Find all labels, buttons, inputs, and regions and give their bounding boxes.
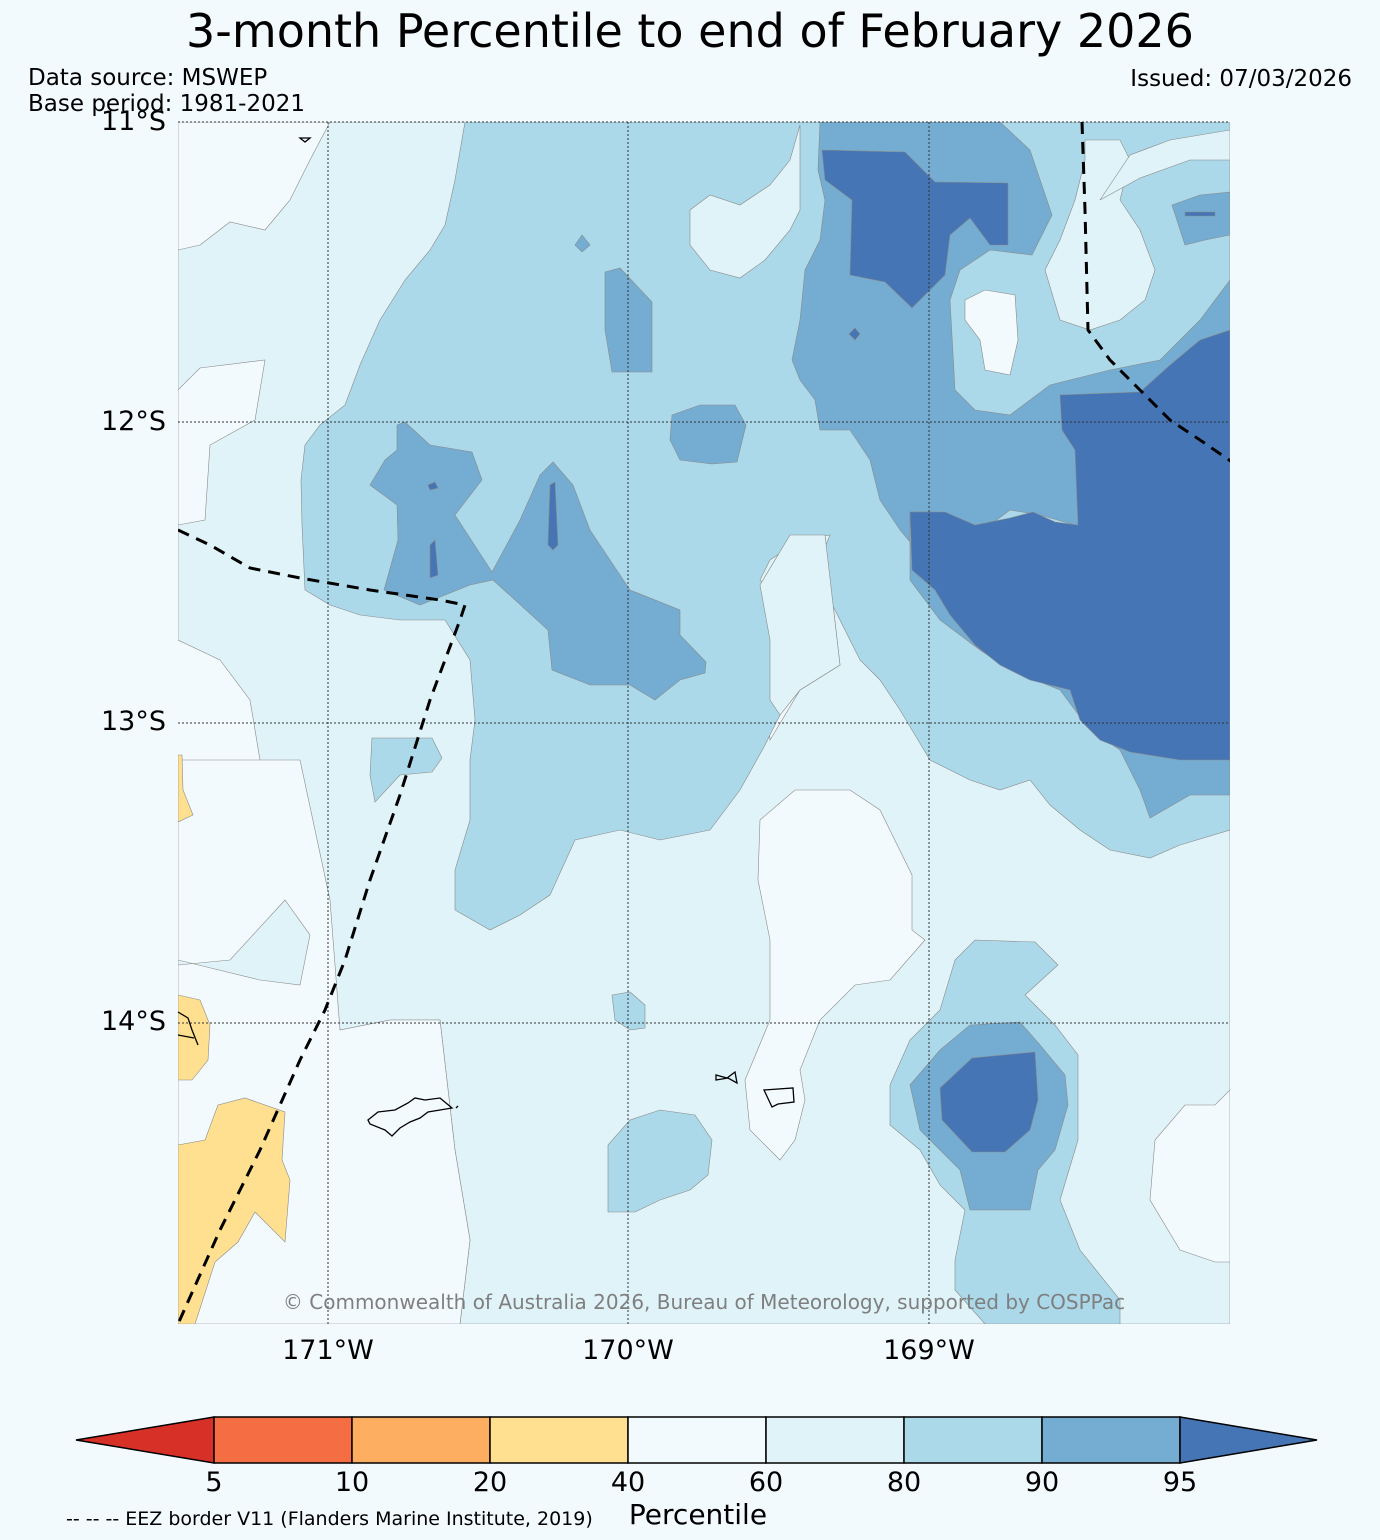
colorbar-segment <box>903 1416 1043 1464</box>
percentile-above-95-region <box>821 149 1009 309</box>
percentile-above-95-region <box>427 481 439 491</box>
colorbar-tick: 95 <box>1162 1467 1198 1498</box>
colorbar-segment-below-5 <box>75 1416 215 1464</box>
colorbar-segment <box>351 1416 491 1464</box>
tutuila-island-outline <box>367 1097 454 1137</box>
longitude-label: 169°W <box>883 1335 975 1366</box>
longitude-label: 170°W <box>582 1335 674 1366</box>
colorbar-segment <box>1041 1416 1181 1464</box>
percentile-60-80-pocket <box>759 534 841 716</box>
percentile-40-60-pocket <box>178 122 331 251</box>
percentile-40-60-pocket <box>1149 1089 1230 1263</box>
percentile-20-40-region <box>178 754 194 823</box>
percentile-60-80-pocket <box>178 899 311 986</box>
percentile-90-95-region <box>574 234 591 253</box>
percentile-90-95-region <box>1171 191 1230 246</box>
percentile-above-95-region <box>547 481 559 551</box>
colorbar-segment <box>213 1416 353 1464</box>
colorbar-tick: 5 <box>205 1467 223 1498</box>
percentile-above-95-region <box>429 539 439 579</box>
issued-date-label: Issued: 07/03/2026 <box>1130 66 1352 92</box>
island-coastlines <box>177 137 795 1137</box>
ofu-olosega-island-outline <box>715 1070 738 1085</box>
colorbar-tick: 40 <box>610 1467 646 1498</box>
colorbar-segment <box>627 1416 767 1464</box>
percentile-above-95-region <box>848 327 861 341</box>
aunuu-island-outline <box>455 1105 459 1109</box>
percentile-90-95-region <box>369 421 707 701</box>
base-period-label: Base period: 1981-2021 <box>28 91 306 117</box>
percentile-above-95-region <box>939 1051 1039 1153</box>
colorbar-segment-above-95 <box>1179 1416 1318 1464</box>
percentile-60-80-pocket <box>689 124 801 279</box>
percentile-20-40-region <box>178 1097 291 1324</box>
latitude-label: 11°S <box>101 106 166 137</box>
map-title: 3-month Percentile to end of February 20… <box>186 4 1194 58</box>
percentile-above-95-region <box>909 329 1230 761</box>
eez-legend-note: -- -- -- EEZ border V11 (Flanders Marine… <box>66 1508 593 1530</box>
colorbar-segment <box>489 1416 629 1464</box>
percentile-40-60-pocket <box>744 789 926 1161</box>
eez-border <box>178 122 1230 1324</box>
colorbar-tick: 10 <box>334 1467 370 1498</box>
percentile-80-90-region <box>607 1109 713 1213</box>
colorbar-title: Percentile <box>628 1498 768 1531</box>
savaii-coast-outline <box>177 1011 199 1046</box>
colorbar-tick: 20 <box>472 1467 508 1498</box>
percentile-60-80-pocket <box>1044 139 1156 331</box>
percentile-40-60-pocket <box>964 289 1019 376</box>
percentile-above-95-region <box>1184 211 1216 217</box>
colorbar-tick: 60 <box>748 1467 784 1498</box>
copyright-notice: © Commonwealth of Australia 2026, Bureau… <box>282 1290 1126 1314</box>
percentile-80-90-region <box>369 737 443 803</box>
data-source-label: Data source: MSWEP <box>28 65 268 91</box>
tau-island-outline <box>763 1087 795 1108</box>
latitude-label: 13°S <box>101 706 166 737</box>
percentile-40-60-pocket <box>178 359 266 526</box>
swains-island-outline <box>298 137 312 143</box>
colorbar-segment <box>765 1416 905 1464</box>
longitude-label: 171°W <box>282 1335 374 1366</box>
graticule <box>178 121 1230 1324</box>
latitude-label: 14°S <box>101 1006 166 1037</box>
percentile-90-95-region <box>669 404 747 465</box>
percentile-60-80-pocket <box>1099 129 1230 201</box>
colorbar-tick: 80 <box>886 1467 922 1498</box>
colorbar-tick: 90 <box>1024 1467 1060 1498</box>
latitude-label: 12°S <box>101 406 166 437</box>
